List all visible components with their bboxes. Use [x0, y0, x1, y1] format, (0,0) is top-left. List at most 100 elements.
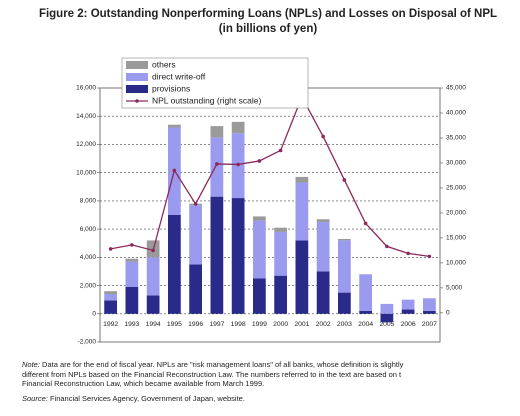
y2-tick-label: 0 — [446, 310, 450, 317]
bar — [316, 271, 330, 314]
line-marker — [108, 247, 113, 251]
bar — [359, 310, 372, 314]
bar — [338, 240, 351, 293]
bar — [338, 238, 351, 241]
bar — [253, 278, 266, 314]
y-tick-label: -2,000 — [78, 339, 97, 346]
x-tick-label: 1996 — [188, 321, 203, 328]
bar — [210, 196, 224, 314]
legend-swatch — [126, 85, 148, 93]
x-tick-label: 2005 — [379, 321, 394, 328]
line-marker — [321, 134, 325, 139]
y-tick-label: 16,000 — [76, 85, 96, 92]
bar — [104, 294, 117, 301]
bar — [231, 121, 245, 134]
x-tick-label: 1992 — [103, 321, 118, 328]
bar — [146, 295, 160, 314]
bar — [231, 198, 245, 314]
bar — [189, 264, 202, 314]
legend-swatch — [126, 73, 148, 81]
note-text: Data are for the end of fiscal year. NPL… — [42, 360, 404, 369]
chart-title: Figure 2: Outstanding Nonperforming Loan… — [39, 8, 497, 20]
bar — [210, 126, 224, 138]
x-tick-label: 2006 — [401, 321, 416, 328]
y-tick-label: 14,000 — [76, 113, 96, 120]
legend-swatch — [135, 99, 139, 103]
legend-label: direct write-off — [152, 71, 206, 81]
x-tick-label: 1994 — [146, 321, 161, 328]
chart: Figure 2: Outstanding Nonperforming Loan… — [39, 8, 497, 346]
y2-tick-label: 10,000 — [446, 260, 466, 267]
bar — [380, 313, 394, 323]
bar — [168, 215, 181, 314]
bar — [274, 227, 287, 232]
y2-tick-label: 40,000 — [446, 110, 466, 117]
y2-tick-label: 20,000 — [446, 210, 466, 217]
x-tick-label: 1997 — [209, 321, 224, 328]
bar — [253, 216, 266, 221]
x-tick-label: 2001 — [294, 321, 309, 328]
line-marker — [363, 221, 368, 226]
bar — [316, 222, 330, 272]
bar — [423, 298, 436, 311]
bar — [423, 310, 436, 314]
bar — [295, 240, 309, 314]
line-marker — [236, 162, 240, 167]
x-tick-label: 1995 — [167, 321, 182, 328]
x-tick-label: 1998 — [231, 321, 246, 328]
line-marker — [257, 159, 262, 163]
line-marker — [151, 248, 155, 253]
chart-subtitle: (in billions of yen) — [219, 23, 318, 35]
source-text: Financial Services Agency, Government of… — [49, 393, 245, 403]
bar — [338, 292, 351, 314]
legend-box — [121, 57, 309, 109]
legend-label: provisions — [152, 83, 190, 93]
bar — [210, 137, 224, 197]
y2-tick-label: 35,000 — [446, 135, 466, 142]
bar — [295, 182, 309, 241]
bar — [125, 286, 139, 314]
line-marker — [406, 251, 410, 256]
bar — [316, 219, 330, 223]
line-marker — [278, 148, 283, 153]
y2-tick-label: 25,000 — [446, 185, 466, 192]
y2-tick-label: 45,000 — [446, 85, 466, 92]
y2-tick-label: 30,000 — [446, 160, 466, 167]
bar — [104, 300, 117, 314]
bar — [125, 261, 139, 287]
y-tick-label: 8,000 — [80, 198, 97, 205]
y-tick-label: 4,000 — [80, 254, 97, 261]
bar — [401, 309, 415, 314]
bar — [146, 257, 160, 296]
bar — [274, 231, 287, 276]
x-tick-label: 1999 — [252, 321, 267, 328]
source-line: Source: Financial Services Agency, Gover… — [22, 394, 518, 404]
legend-label: others — [152, 59, 176, 69]
y-tick-label: 12,000 — [76, 141, 96, 148]
line-marker — [427, 254, 432, 259]
bar — [380, 303, 394, 314]
y-tick-label: 2,000 — [80, 282, 97, 289]
bar — [125, 258, 139, 262]
bar — [168, 124, 181, 128]
bar — [274, 275, 287, 314]
bar — [189, 205, 202, 265]
note-line: Note: Data are for the end of fiscal yea… — [22, 360, 518, 370]
bar — [104, 291, 117, 295]
note-line: different from NPLs based on the Financi… — [22, 369, 402, 379]
bar — [401, 299, 415, 310]
bar — [253, 220, 266, 279]
line-marker — [130, 243, 134, 247]
legend-label: NPL outstanding (right scale) — [152, 95, 261, 105]
y-tick-label: 6,000 — [80, 226, 97, 233]
x-tick-label: 2007 — [422, 321, 437, 328]
x-tick-label: 2002 — [316, 321, 331, 328]
y-tick-label: 10,000 — [76, 169, 96, 176]
bar — [295, 176, 309, 183]
x-tick-label: 2000 — [273, 321, 288, 328]
line — [110, 95, 430, 258]
x-tick-label: 2004 — [358, 321, 373, 328]
x-tick-label: 1993 — [124, 321, 139, 328]
line-marker — [215, 162, 219, 166]
bar — [359, 274, 372, 311]
